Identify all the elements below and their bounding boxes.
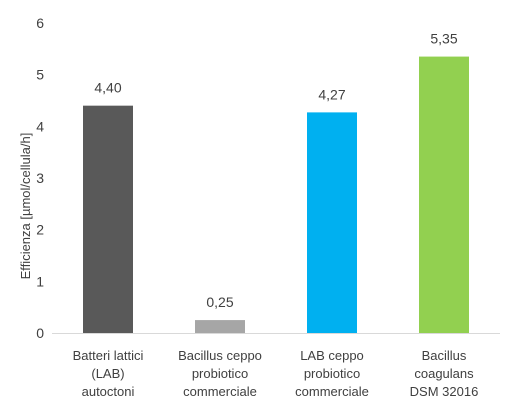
y-axis-ticks: 0 1 2 3 4 5 6 <box>36 15 44 341</box>
category-label: Bacillus ceppo probiotico commerciale <box>178 348 262 399</box>
bar <box>83 105 133 334</box>
bar <box>195 320 245 333</box>
y-tick-label: 1 <box>36 273 44 289</box>
category-label: Bacillus coagulans DSM 32016 <box>410 348 479 399</box>
y-tick-label: 3 <box>36 170 44 186</box>
y-axis-label: Efficienza [µmol/cellula/h] <box>18 133 33 280</box>
bar <box>307 112 357 333</box>
y-tick-label: 4 <box>36 118 44 134</box>
data-label: 4,27 <box>318 86 345 102</box>
y-tick-label: 2 <box>36 222 44 238</box>
y-tick-label: 6 <box>36 15 44 31</box>
data-labels: 4,40 0,25 4,27 5,35 <box>94 31 457 311</box>
data-label: 5,35 <box>430 31 457 47</box>
bar <box>419 56 469 333</box>
y-tick-label: 0 <box>36 325 44 341</box>
data-label: 0,25 <box>206 294 233 310</box>
category-label: Batteri lattici (LAB) autoctoni <box>73 348 144 399</box>
data-label: 4,40 <box>94 80 121 96</box>
category-labels: Batteri lattici (LAB) autoctoni Bacillus ce… <box>73 348 479 399</box>
y-tick-label: 5 <box>36 67 44 83</box>
bars <box>83 56 469 334</box>
category-label: LAB ceppo probiotico commerciale <box>295 348 369 399</box>
